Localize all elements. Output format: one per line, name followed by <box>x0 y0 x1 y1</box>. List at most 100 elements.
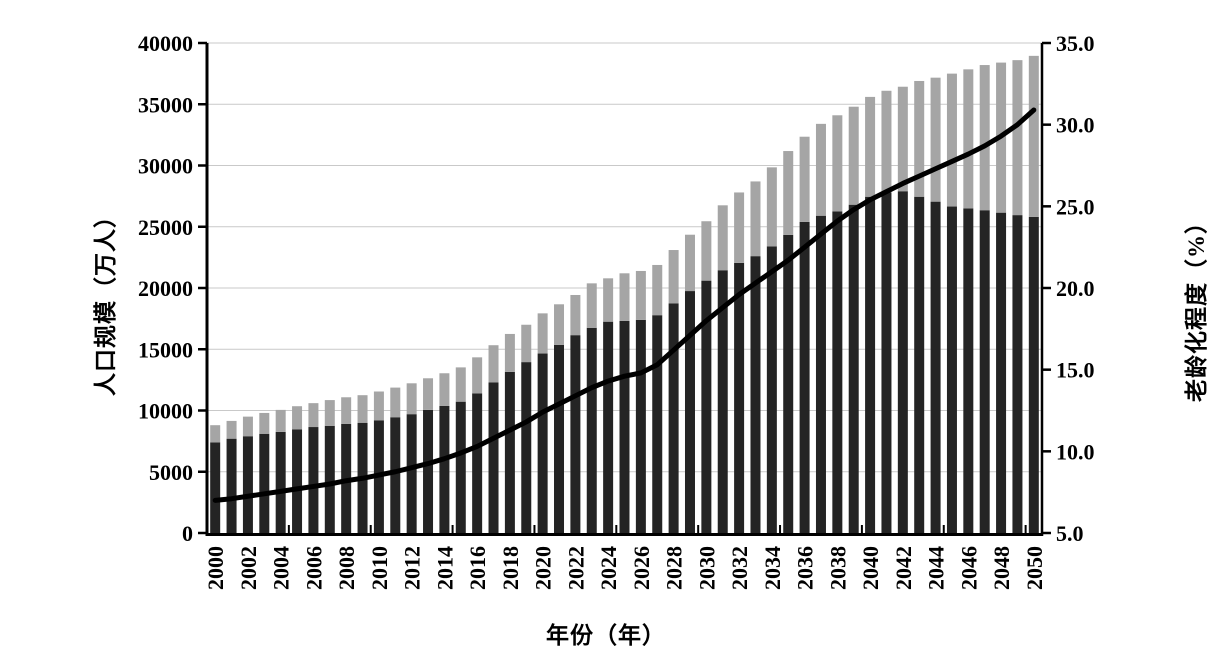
right-axis-tick-label: 35.0 <box>1056 31 1095 56</box>
bar-gray-segment <box>488 345 499 383</box>
x-axis-tick-label: 2036 <box>793 546 818 590</box>
bar-dark-segment <box>472 393 483 533</box>
bar-gray-segment <box>783 151 794 235</box>
bar-dark-segment <box>226 438 237 533</box>
bar-dark-segment <box>1028 216 1039 533</box>
bar-gray-segment <box>390 387 401 418</box>
bar-dark-segment <box>537 353 548 533</box>
stacked-bars <box>210 55 1039 534</box>
x-axis-tick-label: 2008 <box>334 546 359 590</box>
left-axis-tick-label: 15000 <box>138 337 193 362</box>
bar-gray-segment <box>521 324 532 363</box>
bar-dark-segment <box>848 204 859 533</box>
bar-dark-segment <box>1012 215 1023 534</box>
x-axis-tick-label: 2044 <box>924 546 949 590</box>
bar-gray-segment <box>292 406 303 430</box>
bar-gray-segment <box>341 397 352 424</box>
bar-gray-segment <box>210 425 221 443</box>
bar-dark-segment <box>586 327 597 533</box>
bar-dark-segment <box>865 196 876 534</box>
bar-gray-segment <box>668 250 679 304</box>
right-axis-tick-label: 5.0 <box>1056 521 1084 546</box>
bar-gray-segment <box>423 378 434 410</box>
left-axis-tick-label: 5000 <box>149 460 193 485</box>
bar-gray-segment <box>750 181 761 257</box>
bar-gray-segment <box>930 77 941 202</box>
bar-dark-segment <box>292 429 303 533</box>
tick-marks <box>198 41 1051 535</box>
bar-gray-segment <box>652 264 663 316</box>
right-axis-tick-label: 30.0 <box>1056 113 1095 138</box>
x-axis-tick-label: 2022 <box>563 546 588 590</box>
bar-gray-segment <box>455 367 466 402</box>
x-axis-tick-label: 2004 <box>269 546 294 590</box>
bar-gray-segment <box>275 409 286 432</box>
bar-dark-segment <box>766 246 777 533</box>
x-axis-tick-label: 2016 <box>465 546 490 590</box>
x-axis-tick-label: 2012 <box>400 546 425 590</box>
bar-dark-segment <box>406 414 417 533</box>
bar-gray-segment <box>603 278 614 322</box>
bar-gray-segment <box>308 403 319 428</box>
bar-gray-segment <box>373 391 384 421</box>
right-axis-tick-label: 10.0 <box>1056 439 1095 464</box>
bar-dark-segment <box>783 234 794 533</box>
x-axis-tick-label: 2040 <box>858 546 883 590</box>
right-axis-tick-labels: 5.0 10.0 15.0 20.0 25.0 30.0 35.0 <box>1056 31 1095 546</box>
aging-degree-polyline <box>212 107 1037 503</box>
bar-dark-segment <box>946 206 957 533</box>
bar-gray-segment <box>226 420 237 439</box>
bar-gray-segment <box>586 283 597 328</box>
bar-gray-segment <box>537 313 548 354</box>
right-axis-tick-label: 20.0 <box>1056 276 1095 301</box>
left-axis-tick-label: 25000 <box>138 215 193 240</box>
right-axis-tick-label: 15.0 <box>1056 358 1095 383</box>
x-axis-tick-label: 2038 <box>825 546 850 590</box>
bar-gray-segment <box>848 106 859 205</box>
x-axis-tick-label: 2030 <box>694 546 719 590</box>
x-axis-tick-label: 2018 <box>498 546 523 590</box>
bar-gray-segment <box>472 357 483 394</box>
bar-dark-segment <box>832 211 843 533</box>
right-axis-tick-label: 25.0 <box>1056 194 1095 219</box>
bar-gray-segment <box>324 400 335 426</box>
bar-gray-segment <box>242 416 253 437</box>
bar-gray-segment <box>914 80 925 197</box>
x-axis-tick-label: 2032 <box>727 546 752 590</box>
bar-dark-segment <box>504 371 515 533</box>
left-axis-tick-label: 20000 <box>138 276 193 301</box>
bar-dark-segment <box>652 315 663 533</box>
x-axis-tick-label: 2050 <box>1022 546 1047 590</box>
bar-dark-segment <box>521 362 532 533</box>
bar-dark-segment <box>799 221 810 533</box>
bar-dark-segment <box>259 433 270 533</box>
bar-gray-segment <box>1028 55 1039 217</box>
bar-dark-segment <box>554 344 565 533</box>
x-axis-tick-labels: 2000 2002 2004 2006 2008 2010 2012 2014 2016 2018… <box>203 546 1047 590</box>
x-axis-tick-label: 2034 <box>760 546 785 590</box>
bar-dark-segment <box>619 320 630 533</box>
bar-gray-segment <box>684 234 695 292</box>
bar-gray-segment <box>717 205 728 271</box>
bar-dark-segment <box>455 401 466 533</box>
x-axis-tick-label: 2024 <box>596 546 621 590</box>
bar-gray-segment <box>439 373 450 406</box>
bar-dark-segment <box>684 291 695 533</box>
bar-gray-segment <box>734 192 745 263</box>
x-axis-tick-label: 2006 <box>301 546 326 590</box>
right-axis-title: 老龄化程度（%） <box>1184 210 1209 402</box>
bar-dark-segment <box>488 382 499 533</box>
bar-gray-segment <box>979 65 990 211</box>
bar-gray-segment <box>259 412 270 434</box>
bar-dark-segment <box>701 280 712 533</box>
bar-gray-segment <box>865 96 876 197</box>
bar-gray-segment <box>504 333 515 372</box>
x-axis-tick-label: 2014 <box>432 546 457 590</box>
bar-dark-segment <box>324 425 335 533</box>
bar-dark-segment <box>668 303 679 533</box>
bar-dark-segment <box>242 436 253 533</box>
x-axis-tick-label: 2020 <box>531 546 556 590</box>
bar-dark-segment <box>210 442 221 533</box>
x-axis-tick-label: 2002 <box>236 546 261 590</box>
